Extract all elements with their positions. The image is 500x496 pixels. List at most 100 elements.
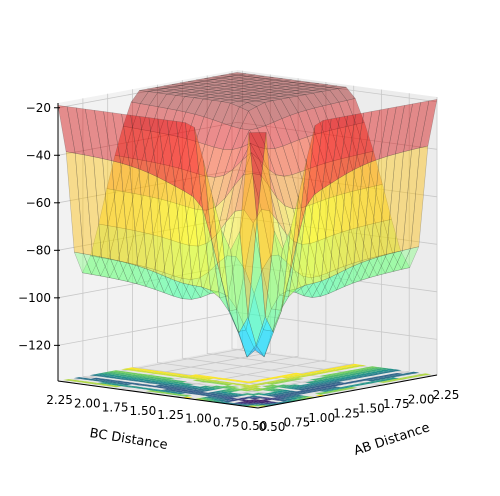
- contour-cell: [126, 382, 138, 385]
- contour-cell: [111, 372, 123, 374]
- contour-cell: [284, 387, 296, 389]
- surface-cell: [184, 94, 203, 98]
- contour-cell: [245, 401, 257, 404]
- contour-cell: [302, 372, 314, 375]
- contour-cell: [191, 393, 203, 395]
- surface-cell: [243, 173, 262, 224]
- contour-cell: [185, 377, 197, 379]
- surface-cell: [292, 207, 311, 245]
- surface-cell: [117, 228, 136, 263]
- surface-cell: [236, 93, 254, 98]
- surface-cell: [225, 174, 244, 223]
- surface-cell: [274, 145, 293, 177]
- surface-cell: [125, 193, 144, 231]
- contour-cell: [381, 374, 393, 377]
- axis-lines: [57, 103, 438, 409]
- surface-cell: [221, 102, 240, 127]
- contour-cell: [271, 380, 283, 382]
- ab-tick-label: 1.50: [358, 402, 385, 416]
- contour-cell: [249, 399, 261, 401]
- contour-cell: [291, 391, 303, 394]
- surface-cell: [170, 167, 188, 205]
- contour-cell: [229, 389, 241, 392]
- contour-cell: [208, 376, 220, 379]
- surface-cell: [312, 183, 331, 284]
- surface-cell: [394, 149, 412, 253]
- contour-cell: [168, 391, 180, 394]
- surface-cell: [155, 272, 174, 297]
- contour-cell: [120, 383, 132, 386]
- surface-cell: [286, 261, 305, 297]
- contour-cell: [220, 395, 232, 397]
- contour-cell: [232, 383, 245, 386]
- surface-cell: [172, 85, 191, 89]
- contour-cell: [367, 366, 379, 368]
- surface-cell: [109, 260, 128, 280]
- surface-cell: [167, 95, 186, 111]
- contour-cell: [301, 387, 313, 390]
- surface-cell: [190, 87, 209, 92]
- surface-cell: [177, 111, 196, 140]
- contour-cell: [157, 391, 169, 394]
- surface-cell: [254, 329, 273, 358]
- contour-cell: [260, 382, 272, 384]
- surface-cell: [154, 271, 173, 294]
- contour-cell: [145, 388, 157, 391]
- contour-cell: [328, 382, 340, 385]
- contour-cell: [319, 391, 332, 394]
- surface-cell: [269, 210, 288, 263]
- surface-cell: [136, 266, 155, 287]
- surface-cell: [384, 250, 403, 274]
- surface-cell: [224, 84, 242, 88]
- surface-cell: [203, 160, 221, 277]
- floor-pane: [58, 348, 437, 408]
- surface-cell: [205, 146, 224, 178]
- contour-cell: [180, 376, 192, 379]
- contour-cell: [353, 374, 365, 377]
- contour-cell: [295, 385, 307, 387]
- contour-cell: [315, 394, 327, 397]
- contour-cell: [319, 390, 331, 392]
- contour-cell: [111, 373, 123, 376]
- surface-cell: [244, 223, 263, 295]
- surface-cell: [312, 88, 330, 92]
- surface-cell: [257, 78, 275, 82]
- surface-cell: [302, 84, 320, 88]
- contour-cell: [200, 385, 212, 388]
- surface-cell: [241, 84, 260, 88]
- surface-cell: [158, 93, 177, 109]
- surface-cell: [123, 127, 142, 159]
- contour-cell: [172, 387, 184, 389]
- contour-cell: [238, 384, 250, 386]
- grid-line-y: [174, 85, 355, 398]
- contour-cell: [145, 375, 158, 377]
- contour-cell: [104, 384, 116, 387]
- grid-line-z: [57, 169, 438, 204]
- surface-cell: [328, 85, 347, 89]
- contour-cell: [136, 378, 148, 381]
- contour-cell: [402, 372, 415, 375]
- contour-cell: [339, 382, 351, 385]
- contour-cell: [222, 400, 234, 403]
- surface-cell: [168, 109, 187, 137]
- surface-cell: [229, 311, 248, 358]
- contour-cell: [158, 378, 170, 381]
- surface-cell: [270, 254, 288, 296]
- surface-cell: [127, 264, 146, 285]
- surface-cell: [206, 175, 225, 211]
- contour-cell: [336, 373, 348, 376]
- surface-cell: [295, 283, 314, 297]
- contour-cell: [121, 385, 133, 387]
- surface-cell: [243, 89, 261, 93]
- contour-cell: [255, 400, 267, 402]
- surface-cell: [322, 103, 341, 131]
- surface-cell: [176, 96, 195, 113]
- contour-cell: [144, 371, 156, 374]
- surface-cell: [402, 147, 421, 251]
- contour-cell: [346, 370, 358, 372]
- surface-cell: [330, 101, 349, 129]
- surface-cell: [188, 173, 207, 211]
- contour-cell: [324, 387, 336, 390]
- contour-cell: [63, 379, 75, 381]
- surface-cell: [257, 81, 276, 85]
